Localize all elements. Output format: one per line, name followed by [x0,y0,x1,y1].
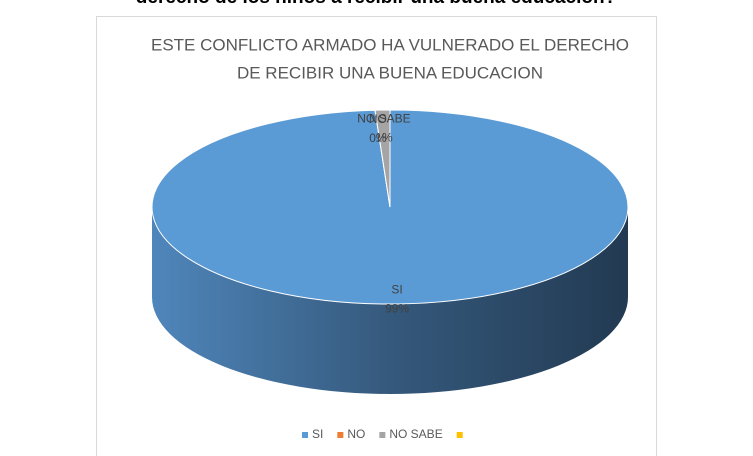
data-label-name: NO SABE [357,112,410,126]
data-label: 0% [369,131,387,145]
data-label-name: SI [391,282,402,296]
pie-side [152,207,628,394]
data-label: 99% [385,301,409,315]
data-label: 1% [375,131,393,145]
heading: derecho de los niños a recibir una buena… [136,0,616,8]
legend-label: SI [312,427,323,441]
chart-title: DE RECIBIR UNA BUENA EDUCACION [237,63,543,82]
data-label-name: NO [369,112,387,126]
chart-title: ESTE CONFLICTO ARMADO HA VULNERADO EL DE… [151,35,629,54]
legend-swatch [337,432,344,438]
legend-label: NO [347,427,365,441]
legend-label: NO SABE [389,427,442,441]
legend-swatch [456,432,463,438]
legend-swatch [379,432,386,438]
legend-swatch [302,432,308,438]
